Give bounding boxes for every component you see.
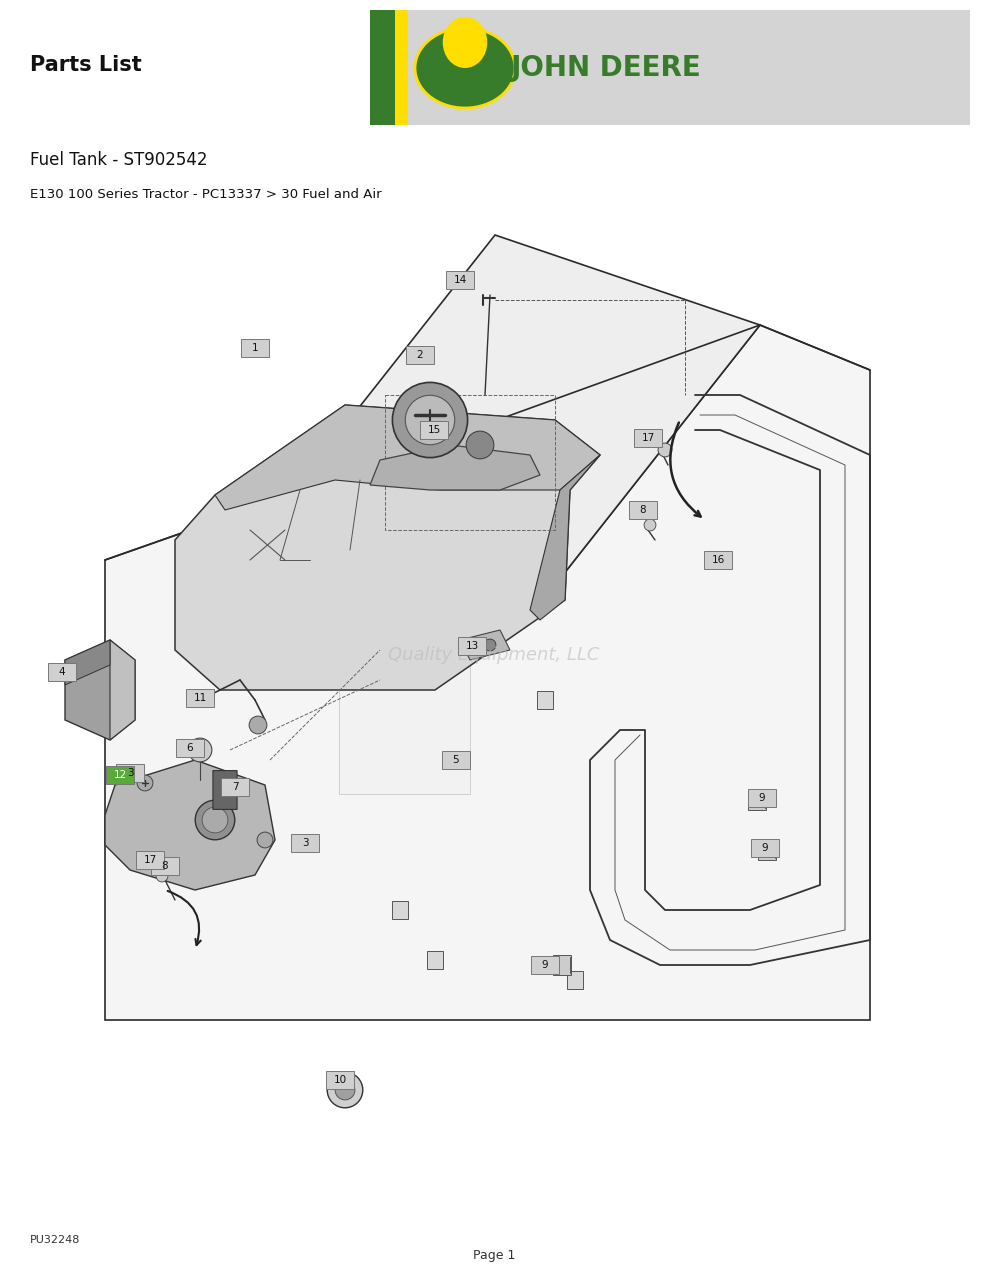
Text: 3: 3 bbox=[127, 768, 134, 778]
FancyBboxPatch shape bbox=[48, 663, 76, 681]
Polygon shape bbox=[175, 404, 600, 690]
FancyBboxPatch shape bbox=[751, 838, 779, 858]
FancyBboxPatch shape bbox=[395, 10, 408, 125]
FancyBboxPatch shape bbox=[427, 951, 443, 969]
Ellipse shape bbox=[415, 28, 515, 108]
Circle shape bbox=[257, 832, 273, 847]
Circle shape bbox=[195, 800, 234, 840]
Circle shape bbox=[644, 520, 656, 531]
FancyBboxPatch shape bbox=[136, 851, 164, 869]
FancyBboxPatch shape bbox=[221, 778, 249, 796]
Circle shape bbox=[156, 870, 168, 882]
FancyBboxPatch shape bbox=[370, 10, 970, 125]
Text: 3: 3 bbox=[302, 838, 309, 847]
Circle shape bbox=[137, 776, 153, 791]
Circle shape bbox=[484, 639, 495, 652]
Polygon shape bbox=[370, 445, 540, 490]
Polygon shape bbox=[530, 454, 600, 620]
FancyBboxPatch shape bbox=[634, 429, 662, 447]
FancyBboxPatch shape bbox=[758, 840, 776, 860]
Polygon shape bbox=[460, 630, 510, 660]
Text: 7: 7 bbox=[231, 782, 238, 792]
Text: 9: 9 bbox=[542, 960, 548, 970]
FancyBboxPatch shape bbox=[537, 691, 553, 709]
Circle shape bbox=[327, 1073, 363, 1107]
FancyBboxPatch shape bbox=[704, 550, 732, 570]
Polygon shape bbox=[215, 404, 600, 509]
Text: Parts List: Parts List bbox=[30, 55, 141, 76]
Text: 6: 6 bbox=[187, 742, 193, 753]
Text: 10: 10 bbox=[333, 1075, 346, 1085]
Text: PU32248: PU32248 bbox=[30, 1235, 80, 1245]
FancyBboxPatch shape bbox=[748, 790, 766, 810]
Ellipse shape bbox=[443, 17, 488, 68]
Text: 13: 13 bbox=[466, 641, 479, 652]
Circle shape bbox=[249, 716, 267, 733]
FancyBboxPatch shape bbox=[186, 689, 214, 707]
FancyBboxPatch shape bbox=[176, 739, 204, 756]
Polygon shape bbox=[110, 640, 135, 740]
FancyBboxPatch shape bbox=[116, 764, 144, 782]
FancyBboxPatch shape bbox=[531, 956, 559, 974]
FancyBboxPatch shape bbox=[629, 500, 657, 518]
Polygon shape bbox=[105, 325, 870, 1020]
Circle shape bbox=[188, 739, 212, 762]
Circle shape bbox=[335, 1080, 355, 1100]
Polygon shape bbox=[65, 640, 110, 685]
FancyBboxPatch shape bbox=[106, 765, 134, 783]
Text: 1: 1 bbox=[251, 343, 258, 353]
Text: 14: 14 bbox=[453, 275, 467, 285]
Text: JOHN DEERE: JOHN DEERE bbox=[510, 54, 701, 82]
Text: 8: 8 bbox=[640, 506, 647, 515]
FancyBboxPatch shape bbox=[420, 421, 448, 439]
FancyBboxPatch shape bbox=[406, 346, 434, 364]
Polygon shape bbox=[65, 640, 135, 740]
FancyBboxPatch shape bbox=[442, 751, 470, 769]
Polygon shape bbox=[105, 760, 275, 890]
Text: 4: 4 bbox=[58, 667, 65, 677]
FancyBboxPatch shape bbox=[567, 972, 583, 989]
FancyBboxPatch shape bbox=[446, 271, 474, 289]
Polygon shape bbox=[290, 236, 760, 585]
Text: E130 100 Series Tractor - PC13337 > 30 Fuel and Air: E130 100 Series Tractor - PC13337 > 30 F… bbox=[30, 188, 382, 201]
Text: 8: 8 bbox=[161, 861, 168, 870]
Text: 5: 5 bbox=[453, 755, 459, 765]
Text: 15: 15 bbox=[427, 425, 441, 435]
Circle shape bbox=[202, 808, 227, 833]
Circle shape bbox=[466, 431, 494, 458]
FancyBboxPatch shape bbox=[392, 901, 408, 919]
FancyBboxPatch shape bbox=[326, 1071, 354, 1089]
Circle shape bbox=[393, 383, 468, 457]
Text: 9: 9 bbox=[759, 794, 765, 803]
Text: Fuel Tank - ST902542: Fuel Tank - ST902542 bbox=[30, 151, 208, 169]
Text: Page 1: Page 1 bbox=[473, 1248, 515, 1262]
Text: 17: 17 bbox=[642, 433, 655, 443]
FancyBboxPatch shape bbox=[553, 955, 571, 975]
Text: 11: 11 bbox=[194, 692, 207, 703]
FancyBboxPatch shape bbox=[291, 835, 319, 852]
FancyBboxPatch shape bbox=[151, 858, 179, 876]
FancyBboxPatch shape bbox=[370, 10, 395, 125]
Circle shape bbox=[405, 396, 455, 444]
FancyBboxPatch shape bbox=[748, 788, 776, 806]
Text: 2: 2 bbox=[416, 349, 423, 360]
Circle shape bbox=[658, 443, 672, 457]
FancyBboxPatch shape bbox=[213, 771, 237, 809]
FancyBboxPatch shape bbox=[458, 637, 486, 655]
FancyBboxPatch shape bbox=[241, 339, 269, 357]
Text: 16: 16 bbox=[711, 556, 725, 564]
FancyBboxPatch shape bbox=[339, 664, 470, 794]
Text: Quality Equipment, LLC: Quality Equipment, LLC bbox=[389, 646, 599, 664]
Text: 17: 17 bbox=[143, 855, 156, 865]
Text: 12: 12 bbox=[114, 771, 127, 780]
Text: 9: 9 bbox=[762, 844, 768, 852]
